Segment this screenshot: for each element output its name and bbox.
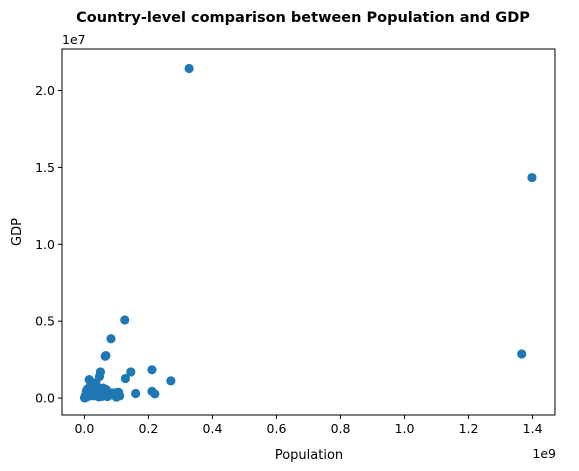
y-tick-label: 1.0 <box>35 237 55 252</box>
scatter-point <box>94 371 105 382</box>
y-axis-offset-label: 1e7 <box>62 32 86 47</box>
scatter-point <box>150 389 160 399</box>
scatter-point <box>100 351 110 361</box>
x-tick-label: 1.4 <box>523 421 543 436</box>
y-tick-label: 0.0 <box>35 391 55 406</box>
x-tick-label: 0.2 <box>138 421 158 436</box>
y-tick-label: 0.5 <box>35 314 55 329</box>
x-axis-label: Population <box>275 448 343 463</box>
scatter-point <box>166 376 176 386</box>
x-tick-label: 0.4 <box>203 421 223 436</box>
scatter-point <box>97 391 107 401</box>
x-tick-label: 0.8 <box>331 421 351 436</box>
y-axis-ticks: 0.0 0.5 1.0 1.5 2.0 <box>35 83 62 406</box>
plot-area <box>79 63 537 403</box>
x-axis-offset-label: 1e9 <box>532 446 556 461</box>
y-tick-label: 2.0 <box>35 83 55 98</box>
scatter-point <box>120 315 130 325</box>
x-tick-label: 1.0 <box>395 421 415 436</box>
scatter-point <box>106 334 116 344</box>
scatter-point <box>517 349 527 359</box>
x-tick-label: 0.6 <box>267 421 287 436</box>
y-axis-label: GDP <box>10 218 25 246</box>
scatter-point <box>184 63 194 74</box>
scatter-point <box>131 388 141 399</box>
scatter-point <box>120 373 130 384</box>
plot-frame <box>61 48 556 416</box>
scatter-point <box>147 365 157 375</box>
x-tick-label: 1.2 <box>459 421 479 436</box>
scatter-point <box>126 367 136 377</box>
scatter-point <box>527 172 537 183</box>
x-tick-label: 0.0 <box>74 421 94 436</box>
x-axis-ticks: 0.0 0.2 0.4 0.6 0.8 1.0 1.2 1.4 <box>74 415 543 436</box>
scatter-point <box>111 392 122 402</box>
chart-title: Country-level comparison between Populat… <box>76 10 530 26</box>
y-tick-label: 1.5 <box>35 160 55 175</box>
